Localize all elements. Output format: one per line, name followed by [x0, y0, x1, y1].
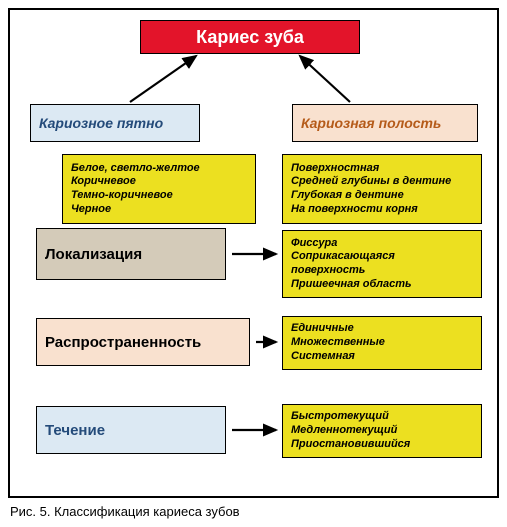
- list-item: На поверхности корня: [291, 203, 451, 217]
- list-item: Черное: [71, 203, 200, 217]
- list-item: Единичные: [291, 322, 385, 336]
- diagram-frame: Кариес зуба Кариозное пятно Кариозная по…: [8, 8, 499, 498]
- category-cavity-label: Кариозная полость: [301, 115, 441, 131]
- list-item: Глубокая в дентине: [291, 189, 451, 203]
- list-item: Быстротекущий: [291, 410, 410, 424]
- root-label: Кариес зуба: [196, 27, 304, 48]
- list-item: Соприкасающаяся: [291, 250, 412, 264]
- root-node: Кариес зуба: [140, 20, 360, 54]
- course-node: Течение: [36, 406, 226, 454]
- list-item: Медленнотекущий: [291, 424, 410, 438]
- category-spot: Кариозное пятно: [30, 104, 200, 142]
- spread-list: ЕдиничныеМножественныеСистемная: [282, 316, 482, 370]
- list-item: Темно-коричневое: [71, 189, 200, 203]
- figure-caption: Рис. 5. Классификация кариеса зубов: [8, 504, 499, 519]
- localization-list: ФиссураСоприкасающаясяповерхностьПришееч…: [282, 230, 482, 298]
- spot-colors-list: Белое, светло-желтоеКоричневоеТемно-кори…: [62, 154, 256, 224]
- arrow: [130, 56, 196, 102]
- spread-items: ЕдиничныеМножественныеСистемная: [291, 322, 385, 363]
- category-spot-label: Кариозное пятно: [39, 115, 163, 131]
- localization-items: ФиссураСоприкасающаясяповерхностьПришееч…: [291, 237, 412, 292]
- spot-colors-items: Белое, светло-желтоеКоричневоеТемно-кори…: [71, 162, 200, 217]
- list-item: Множественные: [291, 336, 385, 350]
- course-label: Течение: [45, 422, 105, 439]
- list-item: Белое, светло-желтое: [71, 162, 200, 176]
- arrow: [300, 56, 350, 102]
- course-list: БыстротекущийМедленнотекущийПриостановив…: [282, 404, 482, 458]
- localization-label: Локализация: [45, 246, 142, 263]
- list-item: Системная: [291, 350, 385, 364]
- list-item: поверхность: [291, 264, 412, 278]
- list-item: Фиссура: [291, 237, 412, 251]
- list-item: Средней глубины в дентине: [291, 175, 451, 189]
- list-item: Коричневое: [71, 175, 200, 189]
- course-items: БыстротекущийМедленнотекущийПриостановив…: [291, 410, 410, 451]
- list-item: Пришеечная область: [291, 278, 412, 292]
- category-cavity: Кариозная полость: [292, 104, 478, 142]
- cavity-depth-items: ПоверхностнаяСредней глубины в дентинеГл…: [291, 162, 451, 217]
- list-item: Поверхностная: [291, 162, 451, 176]
- list-item: Приостановившийся: [291, 438, 410, 452]
- spread-node: Распространенность: [36, 318, 250, 366]
- localization-node: Локализация: [36, 228, 226, 280]
- spread-label: Распространенность: [45, 334, 201, 351]
- cavity-depth-list: ПоверхностнаяСредней глубины в дентинеГл…: [282, 154, 482, 224]
